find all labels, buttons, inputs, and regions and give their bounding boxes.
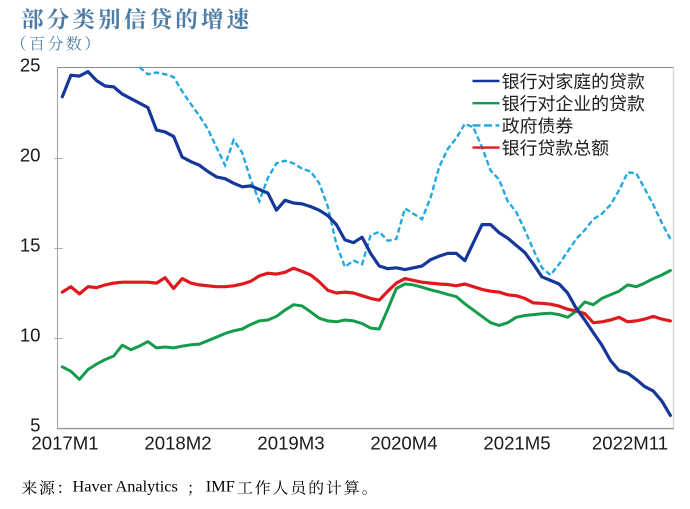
svg-text:5: 5 (30, 415, 40, 436)
svg-text:20: 20 (20, 145, 41, 166)
svg-text:2019M3: 2019M3 (257, 432, 324, 453)
svg-text:25: 25 (20, 55, 41, 76)
svg-text:2022M11: 2022M11 (592, 432, 668, 453)
svg-text:10: 10 (20, 325, 41, 346)
svg-text:2021M5: 2021M5 (483, 432, 550, 453)
svg-text:IMF: IMF (206, 477, 235, 496)
svg-text:2020M4: 2020M4 (370, 432, 437, 453)
svg-text:2018M2: 2018M2 (144, 432, 211, 453)
svg-text:Haver Analytics: Haver Analytics (73, 477, 178, 496)
svg-text:2017M1: 2017M1 (31, 432, 98, 453)
svg-text:15: 15 (20, 235, 41, 256)
